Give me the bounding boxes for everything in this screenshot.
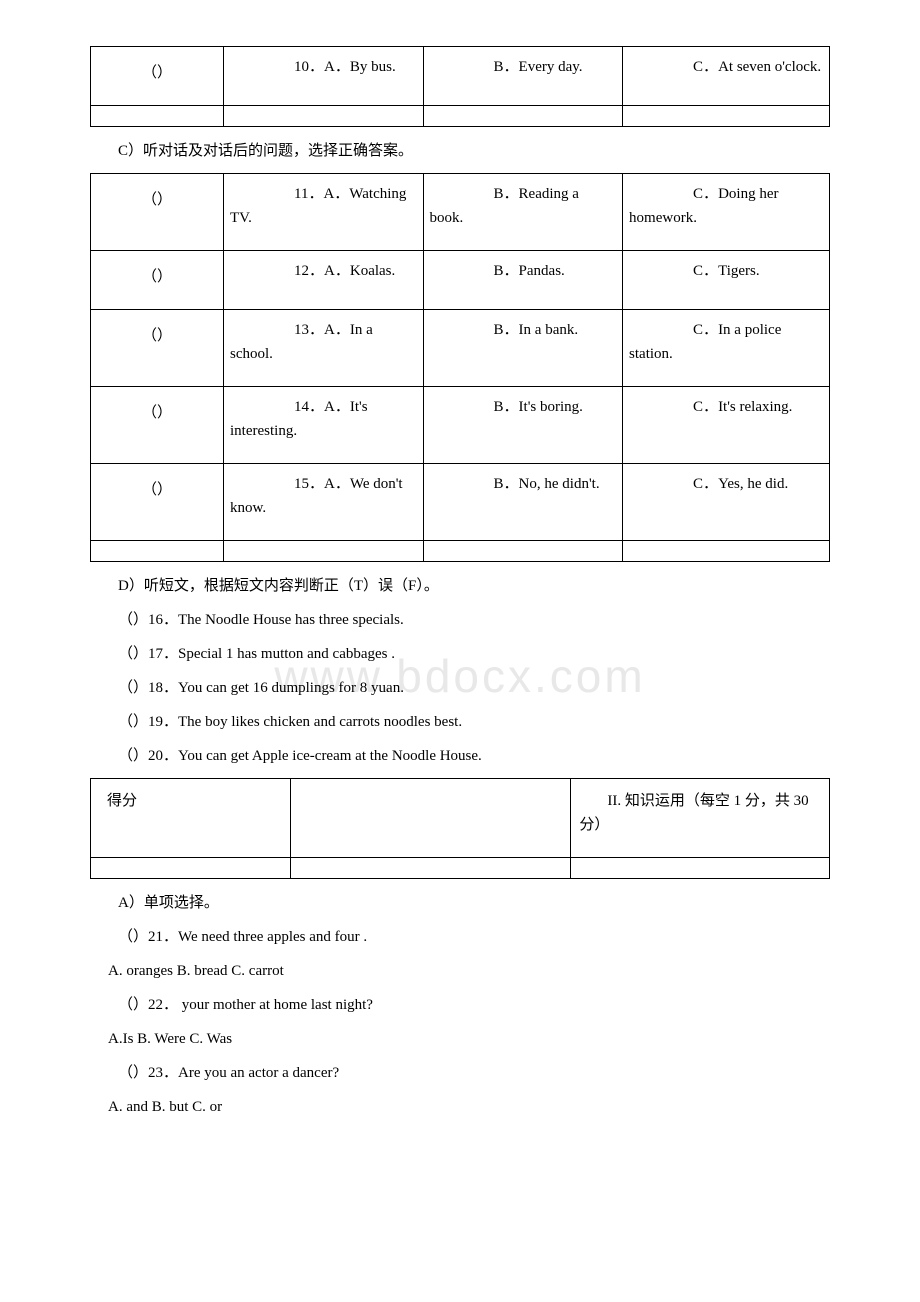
option-b-cell: B．In a bank.: [423, 310, 623, 387]
table-row: （） 14．A．It's interesting. B．It's boring.…: [91, 387, 830, 464]
tf-item-16: （）16．The Noodle House has three specials…: [90, 608, 830, 632]
section-title-cell: II. 知识运用（每空 1 分，共 30 分）: [571, 779, 830, 858]
section-a-heading: A）单项选择。: [90, 891, 830, 915]
mc-options-22: A.Is B. Were C. Was: [90, 1027, 830, 1051]
option-a-cell: 11．A．Watching TV.: [224, 174, 424, 251]
table-row: （） 11．A．Watching TV. B．Reading a book. C…: [91, 174, 830, 251]
score-section-table: 得分 II. 知识运用（每空 1 分，共 30 分）: [90, 778, 830, 879]
section-c-heading: C）听对话及对话后的问题，选择正确答案。: [90, 139, 830, 163]
question-table-11-15: （） 11．A．Watching TV. B．Reading a book. C…: [90, 173, 830, 562]
tf-item-18: （）18．You can get 16 dumplings for 8 yuan…: [90, 676, 830, 700]
option-c-cell: C．At seven o'clock.: [623, 47, 830, 106]
option-a-cell: 14．A．It's interesting.: [224, 387, 424, 464]
blank-cell: （）: [91, 310, 224, 387]
table-row: （） 15．A．We don't know. B．No, he didn't. …: [91, 464, 830, 541]
empty-cell: [290, 779, 571, 858]
score-label-cell: 得分: [91, 779, 291, 858]
tf-item-20: （）20．You can get Apple ice-cream at the …: [90, 744, 830, 768]
option-a-cell: 13．A．In a school.: [224, 310, 424, 387]
blank-cell: （）: [91, 251, 224, 310]
blank-cell: （）: [91, 464, 224, 541]
question-table-10: （） 10．A．By bus. B．Every day. C．At seven …: [90, 46, 830, 127]
section-d-heading: D）听短文，根据短文内容判断正（T）误（F）。: [90, 574, 830, 598]
mc-options-21: A. oranges B. bread C. carrot: [90, 959, 830, 983]
option-c-cell: C．It's relaxing.: [623, 387, 830, 464]
document-content: （） 10．A．By bus. B．Every day. C．At seven …: [90, 46, 830, 1119]
mc-options-23: A. and B. but C. or: [90, 1095, 830, 1119]
option-b-cell: B．Reading a book.: [423, 174, 623, 251]
option-b-cell: B．It's boring.: [423, 387, 623, 464]
mc-question-23: （）23．Are you an actor a dancer?: [90, 1061, 830, 1085]
option-a-cell: 15．A．We don't know.: [224, 464, 424, 541]
blank-cell: （）: [91, 387, 224, 464]
tf-item-19: （）19．The boy likes chicken and carrots n…: [90, 710, 830, 734]
table-row: 得分 II. 知识运用（每空 1 分，共 30 分）: [91, 779, 830, 858]
option-b-cell: B．Every day.: [423, 47, 623, 106]
table-row: （） 10．A．By bus. B．Every day. C．At seven …: [91, 47, 830, 106]
option-a-cell: 12．A．Koalas.: [224, 251, 424, 310]
table-row-empty: [91, 858, 830, 879]
tf-item-17: （）17．Special 1 has mutton and cabbages .: [90, 642, 830, 666]
option-c-cell: C．Yes, he did.: [623, 464, 830, 541]
option-b-cell: B．Pandas.: [423, 251, 623, 310]
table-row: （） 12．A．Koalas. B．Pandas. C．Tigers.: [91, 251, 830, 310]
table-row: （） 13．A．In a school. B．In a bank. C．In a…: [91, 310, 830, 387]
mc-question-22: （）22． your mother at home last night?: [90, 993, 830, 1017]
mc-question-21: （）21．We need three apples and four .: [90, 925, 830, 949]
blank-cell: （）: [91, 174, 224, 251]
table-row-empty: [91, 541, 830, 562]
blank-cell: （）: [91, 47, 224, 106]
option-c-cell: C．Doing her homework.: [623, 174, 830, 251]
option-b-cell: B．No, he didn't.: [423, 464, 623, 541]
table-row-empty: [91, 106, 830, 127]
option-a-cell: 10．A．By bus.: [224, 47, 424, 106]
option-c-cell: C．Tigers.: [623, 251, 830, 310]
option-c-cell: C．In a police station.: [623, 310, 830, 387]
